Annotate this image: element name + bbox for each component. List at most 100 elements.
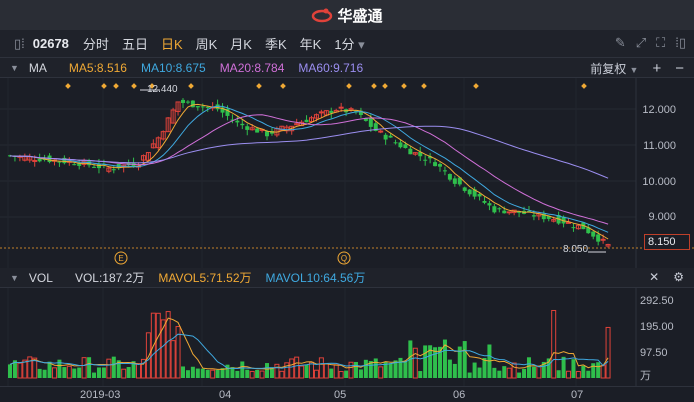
volume-bar [323,363,329,379]
candle-body [546,215,551,219]
add-icon[interactable]: + [652,60,662,77]
volume-bar [92,372,97,378]
volume-bar [517,372,522,378]
volume-bar [185,370,190,378]
volume-bar [265,363,270,378]
interval-select[interactable]: 1分 ▾ [334,34,364,53]
candle-body [165,117,171,133]
close-icon[interactable]: ✕ [649,270,660,284]
candle-body [313,114,319,119]
volume-bar [150,312,156,379]
price-axis-label: 11.000 [643,140,676,152]
candle-body [106,167,112,172]
volume-bar [412,347,418,379]
volume-bar [116,360,121,378]
tab-five-day[interactable]: 五日 [121,37,148,52]
event-diamond-icon [65,83,71,89]
volume-bar [605,326,611,379]
candle-body [412,152,418,155]
volume-bar [249,370,255,379]
expand-icon[interactable]: ⤢ [635,35,647,50]
tab-weekly-k[interactable]: 周K [195,37,218,52]
candle-body [185,101,190,103]
tab-daily-k[interactable]: 日K [160,37,183,52]
collapse-triangle-icon[interactable]: ▼ [10,62,19,73]
candle-body [304,119,309,123]
candle-body [447,174,452,180]
volume-bar [551,309,557,379]
event-diamond-icon [346,83,352,89]
volume-bar [418,371,423,378]
high-price-label: 12.440 [147,84,178,95]
candle-body [433,162,438,167]
volume-bar [215,369,220,378]
event-diamond-icon [473,83,479,89]
gear-icon[interactable]: ⚙ [673,270,684,284]
tab-intraday[interactable]: 分时 [82,37,109,52]
candle-body [265,131,270,137]
volume-chart[interactable] [0,288,694,386]
minimize-icon[interactable]: − [675,60,684,77]
vol-axis-unit: 万 [640,370,651,382]
volume-bar [269,367,274,378]
candle-body [92,166,97,168]
volume-bar [72,368,77,378]
volume-bar [477,367,482,378]
kline-indicator-name[interactable]: MA [28,60,47,75]
tab-quarterly-k[interactable]: 季K [264,37,287,52]
volume-bar [160,319,166,379]
volume-bar [309,361,314,379]
volume-bar [398,357,403,378]
candle-body [423,159,428,161]
event-diamond-icon [280,83,286,89]
tab-monthly-k[interactable]: 月K [230,37,252,52]
volume-bar [506,367,512,379]
candle-body [289,125,295,132]
adjust-select[interactable]: 前复权 ▼ [590,60,638,77]
candle-body [393,142,398,144]
volume-bar [447,359,452,378]
tab-yearly-k[interactable]: 年K [299,37,322,52]
ma5-value: MA5:8.516 [68,60,127,75]
candle-body [37,158,42,162]
sidebar-toggle-icon[interactable]: ▯⁞ [14,35,25,51]
candle-body [230,119,235,121]
volume-bar [452,363,457,378]
candle-body [368,118,373,127]
candle-body [492,206,497,213]
candle-body [575,224,581,230]
volume-bar [388,363,393,378]
candle-body [57,161,62,163]
volume-bar [378,366,384,379]
volume-bar [363,359,368,378]
brand-logo: 华盛通 [311,5,383,26]
pencil-icon[interactable]: ✎ [614,35,626,50]
volume-bar [289,358,295,379]
event-diamond-icon [371,83,377,89]
candle-body [72,164,77,166]
volume-bar [442,339,447,378]
candle-body [457,177,462,185]
candle-body [418,152,423,157]
interval-value: 1分 [334,37,355,52]
candle-body [195,106,200,108]
candle-body [249,127,255,131]
volume-bar [51,367,57,379]
candle-body [408,148,413,155]
event-marker-icon [114,251,128,265]
vol-indicator-name[interactable]: VOL [28,270,53,285]
panel-toggle-icon[interactable]: ⁞▯ [675,35,686,50]
volume-bar [190,366,195,378]
volume-bar [344,370,349,378]
candle-body [318,111,324,114]
collapse-triangle-icon[interactable]: ▼ [10,272,19,283]
fullscreen-icon[interactable]: ⛶ [656,35,666,50]
ma10-value: MA10:8.675 [140,60,206,75]
candle-body [62,157,67,164]
volume-bar [8,364,12,378]
volume-bar [596,362,601,378]
event-diamond-icon [382,83,388,89]
candle-body [517,211,522,213]
